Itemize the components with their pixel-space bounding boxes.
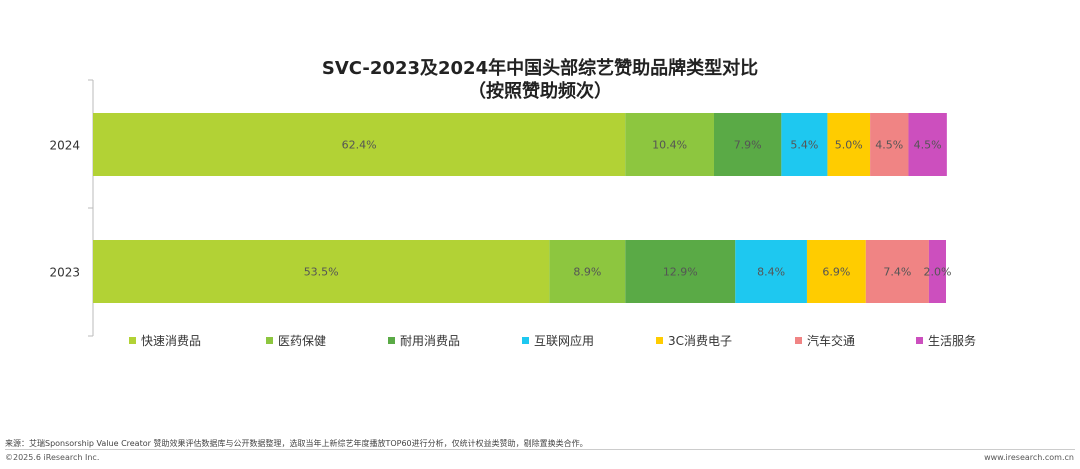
legend-label: 生活服务 [928, 333, 976, 348]
legend-swatch [795, 337, 802, 344]
bar-segment [735, 240, 807, 303]
bar-segment [93, 240, 550, 303]
data-label: 8.9% [573, 266, 601, 279]
data-label: 6.9% [822, 266, 850, 279]
stacked-bar-chart: 2024 62.4% 10.4% 7.9% 5.4% 5.0% 4.5% 4.5% 2023 53… [49, 79, 976, 348]
legend-label: 快速消费品 [141, 334, 201, 348]
legend-label: 汽车交通 [807, 333, 855, 348]
bar-segment [549, 240, 626, 303]
bar-segment [928, 240, 946, 303]
legend-label: 3C消费电子 [668, 334, 732, 348]
data-label: 53.5% [304, 266, 339, 279]
data-label: 10.4% [652, 139, 687, 152]
bar-segment [625, 240, 736, 303]
legend-swatch [129, 337, 136, 344]
category-label: 2023 [49, 266, 80, 280]
bar-segment [827, 113, 871, 176]
legend-swatch [266, 337, 273, 344]
bar-segment [713, 113, 782, 176]
footer-divider [5, 449, 1075, 450]
bar-segment [870, 113, 909, 176]
data-label: 62.4% [342, 139, 377, 152]
footer-link[interactable]: www.iresearch.com.cn [984, 453, 1074, 462]
source-note: 来源：艾瑞Sponsorship Value Creator 赞助效果评估数据库… [5, 439, 588, 448]
legend-swatch [916, 337, 923, 344]
bar-segment [908, 113, 947, 176]
data-label: 5.4% [790, 139, 818, 152]
data-label: 7.4% [883, 266, 911, 279]
category-label: 2024 [49, 139, 80, 153]
data-label: 4.5% [914, 139, 942, 152]
legend-label: 耐用消费品 [400, 334, 460, 348]
bar-segment [806, 240, 866, 303]
copyright: ©2025.6 iResearch Inc. [5, 453, 100, 462]
chart-title: SVC-2023及2024年中国头部综艺赞助品牌类型对比 [321, 58, 759, 79]
data-label: 12.9% [663, 266, 698, 279]
legend-swatch [388, 337, 395, 344]
bar-segment [781, 113, 828, 176]
chart-subtitle: （按照赞助频次） [468, 81, 612, 102]
legend-swatch [656, 337, 663, 344]
bar-segment [865, 240, 929, 303]
data-label: 2.0% [923, 266, 951, 279]
chart-title-block: SVC-2023及2024年中国头部综艺赞助品牌类型对比 （按照赞助频次） [0, 57, 1080, 103]
bar-segment [93, 113, 626, 176]
bar-segment [625, 113, 714, 176]
legend-label: 互联网应用 [534, 333, 594, 348]
legend-swatch [522, 337, 529, 344]
legend-label: 医药保健 [278, 334, 326, 348]
data-label: 4.5% [875, 139, 903, 152]
data-label: 5.0% [835, 139, 863, 152]
data-label: 8.4% [757, 266, 785, 279]
data-label: 7.9% [734, 139, 762, 152]
